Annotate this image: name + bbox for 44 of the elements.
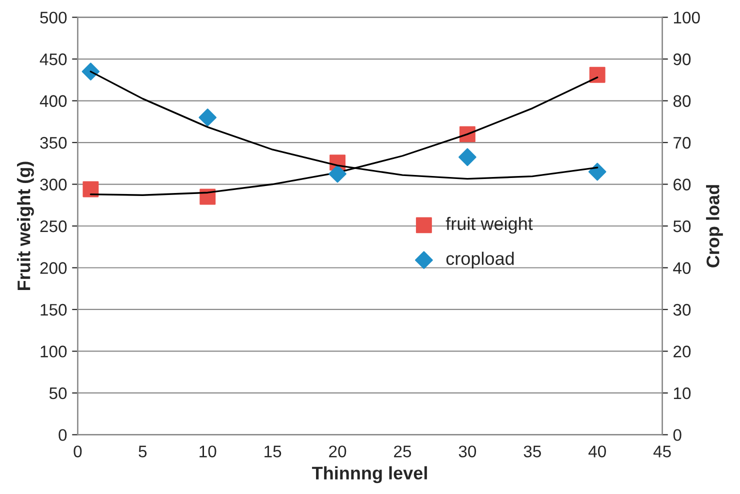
y2-tick-label: 30 — [673, 304, 691, 316]
y2-tick-label: 20 — [674, 346, 691, 358]
point — [589, 66, 606, 83]
y2-tick-label: 60 — [674, 178, 691, 190]
point — [82, 181, 99, 198]
x-tick-label: 30 — [458, 446, 476, 458]
y-tick-label: 300 — [40, 178, 67, 190]
legend-label: fruit weight — [446, 216, 533, 234]
y-tick-label: 450 — [40, 53, 67, 66]
y-tick-label: 350 — [40, 136, 67, 149]
y2-tick-label: 50 — [673, 220, 691, 232]
x-tick-label: 40 — [588, 446, 606, 458]
y-tick-label: 50 — [49, 387, 67, 400]
y2-tick-label: 90 — [674, 53, 691, 66]
x-tick-label: 20 — [329, 446, 346, 458]
y2-tick-label: 100 — [674, 12, 700, 24]
point — [82, 62, 100, 80]
y2-tick-label: 70 — [674, 136, 691, 149]
point — [198, 108, 217, 126]
x-tick-label: 10 — [200, 446, 216, 458]
x-tick-label: 45 — [653, 446, 671, 458]
y-axis-title: Fruit weight (g) — [17, 162, 34, 290]
y-tick-label: 200 — [40, 262, 67, 274]
x-tick-label: 25 — [394, 446, 412, 458]
y-tick-label: 250 — [40, 220, 67, 232]
x-tick-label: 15 — [264, 446, 282, 458]
point — [328, 164, 346, 183]
y2-tick-label: 40 — [673, 262, 691, 274]
point — [458, 148, 476, 166]
x-tick-label: 35 — [524, 446, 541, 458]
x-tick-label: 5 — [138, 446, 147, 458]
x-axis-title: Thinnng level — [312, 466, 427, 484]
y-tick-label: 500 — [40, 12, 67, 24]
y2-axis-title: Crop load — [706, 185, 723, 268]
y2-tick-label: 0 — [673, 429, 682, 441]
y2-tick-label: 80 — [673, 95, 691, 107]
y-tick-label: 400 — [40, 95, 67, 107]
y-tick-label: 0 — [58, 429, 67, 441]
y2-tick-label: 10 — [674, 387, 691, 400]
y-tick-label: 100 — [40, 346, 67, 358]
legend-label: cropload — [446, 252, 514, 269]
x-tick-label: 0 — [74, 446, 82, 458]
y-tick-label: 150 — [40, 304, 67, 316]
point — [588, 162, 606, 181]
